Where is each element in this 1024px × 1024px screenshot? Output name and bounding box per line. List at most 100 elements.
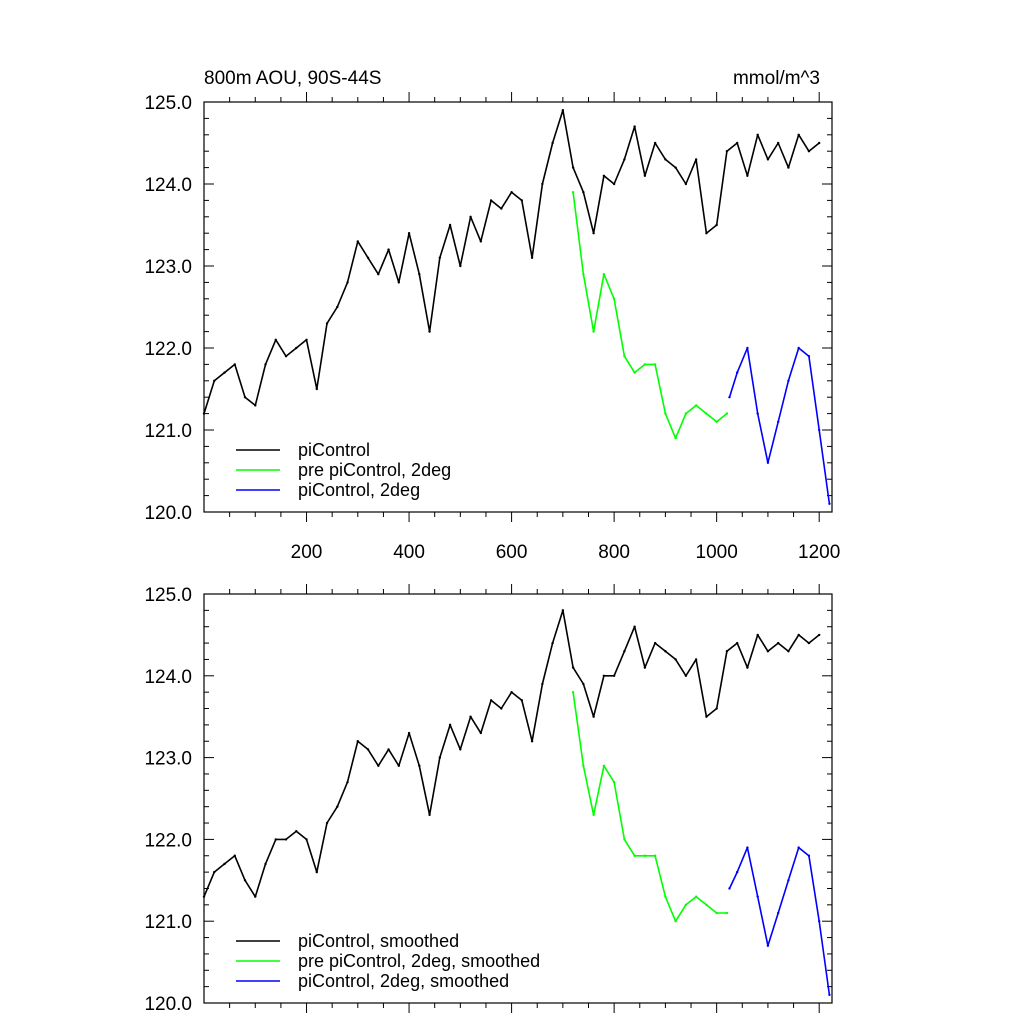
legend-label: piControl, 2deg, smoothed: [298, 971, 509, 991]
data-point: [479, 731, 483, 735]
data-point: [735, 641, 739, 645]
data-point: [766, 158, 770, 161]
data-point: [520, 199, 524, 202]
data-point: [438, 256, 442, 259]
data-point: [356, 240, 359, 243]
plot-frame: [203, 593, 833, 1004]
data-point: [305, 338, 308, 341]
data-point: [756, 633, 759, 637]
data-point: [715, 223, 718, 227]
data-point: [787, 879, 790, 882]
data-point: [592, 232, 595, 235]
data-point: [387, 748, 390, 751]
data-point: [674, 658, 677, 661]
data-point: [633, 625, 636, 628]
data-point: [664, 650, 667, 653]
data-point: [428, 330, 431, 333]
y-tick-label: 120.0: [144, 503, 192, 524]
data-point: [623, 650, 626, 653]
data-point: [643, 174, 647, 177]
data-point: [766, 461, 770, 464]
data-point: [766, 650, 770, 653]
data-point: [571, 666, 575, 669]
data-point: [694, 158, 698, 161]
data-point: [459, 264, 462, 268]
data-point: [397, 764, 401, 767]
data-point: [705, 715, 708, 718]
data-point: [633, 854, 636, 857]
data-point: [612, 780, 616, 784]
data-point: [377, 764, 380, 767]
data-point: [223, 862, 226, 866]
y-tick-label: 121.0: [144, 421, 192, 442]
data-point: [674, 920, 677, 923]
data-point: [766, 944, 770, 947]
data-point: [776, 141, 780, 145]
data-point: [828, 502, 831, 505]
data-point: [295, 830, 298, 833]
data-point: [274, 338, 277, 341]
data-point: [664, 158, 667, 161]
data-point: [746, 346, 749, 350]
data-point: [407, 731, 411, 735]
panel-raw: 120.0 121.0 122.0 123.0 124.0 125.0 200 400 600 8…: [144, 92, 840, 563]
data-point: [756, 895, 759, 898]
data-point: [448, 723, 452, 727]
data-point: [664, 412, 667, 415]
data-point: [828, 993, 831, 997]
data-point: [807, 854, 811, 857]
data-point: [254, 404, 257, 407]
data-point: [223, 371, 226, 374]
series-line-2: [728, 846, 831, 995]
units-label: mmol/m^3: [733, 68, 820, 89]
data-point: [500, 707, 503, 710]
data-point: [797, 846, 800, 849]
data-point: [653, 854, 657, 857]
data-point: [684, 674, 688, 677]
data-point: [797, 633, 800, 637]
data-point: [728, 887, 731, 890]
x-tick-label: 400: [393, 542, 425, 563]
series-line-1: [572, 192, 728, 440]
data-point: [571, 166, 575, 169]
data-point: [787, 166, 790, 169]
data-point: [684, 182, 688, 186]
data-point: [407, 232, 411, 235]
data-point: [643, 363, 647, 366]
panel-smoothed: 120.0 121.0 122.0 123.0 124.0 125.0 piControl,…: [144, 584, 833, 1015]
data-point: [612, 297, 616, 300]
data-point: [479, 240, 483, 243]
data-point: [561, 109, 565, 112]
data-point: [366, 748, 370, 751]
data-point: [715, 911, 718, 915]
legend-label: pre piControl, 2deg: [298, 460, 451, 480]
data-point: [725, 412, 729, 415]
data-point: [582, 191, 585, 194]
data-point: [366, 256, 370, 259]
data-point: [643, 854, 647, 857]
data-point: [776, 911, 780, 915]
legend-label: piControl, smoothed: [298, 931, 459, 951]
data-point: [592, 330, 595, 333]
y-tick-label: 123.0: [144, 257, 192, 278]
data-point: [325, 322, 329, 325]
data-point: [674, 437, 677, 440]
data-point: [336, 305, 339, 309]
data-point: [746, 174, 749, 177]
data-point: [694, 658, 698, 661]
data-point: [520, 699, 524, 702]
plot-frame: [203, 101, 833, 513]
data-point: [510, 690, 513, 694]
data-point: [715, 707, 718, 710]
data-point: [541, 182, 544, 186]
y-tick-label: 124.0: [144, 175, 192, 196]
data-point: [213, 870, 216, 874]
data-point: [213, 379, 216, 382]
data-point: [305, 838, 308, 841]
data-point: [500, 207, 503, 210]
data-point: [612, 674, 616, 677]
figure-title: 800m AOU, 90S-44S: [204, 68, 381, 89]
data-point: [346, 281, 349, 284]
data-point: [377, 273, 380, 276]
data-point: [418, 273, 421, 276]
